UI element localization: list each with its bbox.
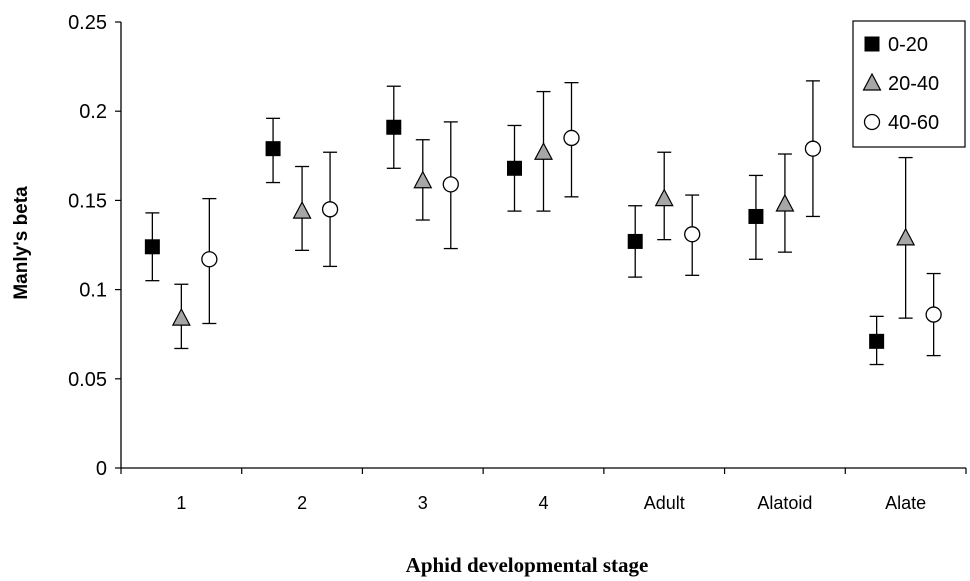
y-tick-label: 0.25: [68, 12, 107, 34]
legend: 0-20 20-40 40-60: [852, 20, 966, 148]
y-tick-label: 0: [96, 458, 107, 480]
data-point: [292, 200, 312, 219]
data-point: [201, 251, 218, 268]
data-point: [144, 239, 160, 255]
data-point: [507, 160, 522, 176]
data-point: [442, 176, 459, 193]
legend-label: 0-20: [888, 34, 928, 56]
legend-marker: [864, 36, 880, 52]
data-point: [804, 140, 822, 157]
data-point: [563, 129, 580, 147]
data-point: [386, 119, 402, 135]
data-point: [654, 188, 674, 207]
x-tick-label: 4: [538, 493, 548, 513]
legend-label: 20-40: [888, 73, 939, 95]
x-ticks: 1 2 3 4 Adult Alatoid Alate: [120, 468, 967, 513]
axes: [120, 22, 966, 469]
y-ticks: 0 0.05 0.1 0.15 0.2 0.25: [68, 12, 121, 480]
series-40-60: [201, 80, 942, 357]
y-tick-label: 0.05: [68, 369, 107, 391]
data-point: [321, 201, 339, 218]
series-0-20: [144, 85, 885, 366]
x-tick-label: Alate: [885, 493, 926, 513]
x-tick-label: 1: [176, 493, 186, 513]
data-point: [869, 333, 885, 349]
y-tick-label: 0.2: [79, 101, 107, 123]
data-point: [748, 208, 764, 224]
y-tick-label: 0.1: [79, 280, 107, 302]
x-axis-label: Aphid developmental stage: [406, 553, 649, 577]
x-tick-label: 2: [297, 493, 307, 513]
y-tick-label: 0.15: [68, 190, 107, 212]
data-point: [413, 170, 433, 189]
data-point: [265, 141, 281, 157]
legend-marker: [863, 113, 881, 131]
data-point: [775, 193, 795, 212]
data-point: [534, 141, 553, 160]
data-point: [684, 226, 701, 243]
y-axis-label: Manly's beta: [11, 186, 32, 300]
x-tick-label: Adult: [644, 493, 685, 513]
legend-label: 40-60: [888, 112, 939, 134]
series-layer: [144, 80, 942, 366]
series-20-40: [171, 90, 916, 350]
data-point: [925, 306, 942, 323]
x-tick-label: Alatoid: [757, 493, 812, 513]
legend-marker: [862, 72, 882, 91]
data-point: [896, 227, 916, 246]
data-point: [171, 307, 191, 326]
data-point: [627, 233, 643, 249]
x-tick-label: 3: [418, 493, 428, 513]
